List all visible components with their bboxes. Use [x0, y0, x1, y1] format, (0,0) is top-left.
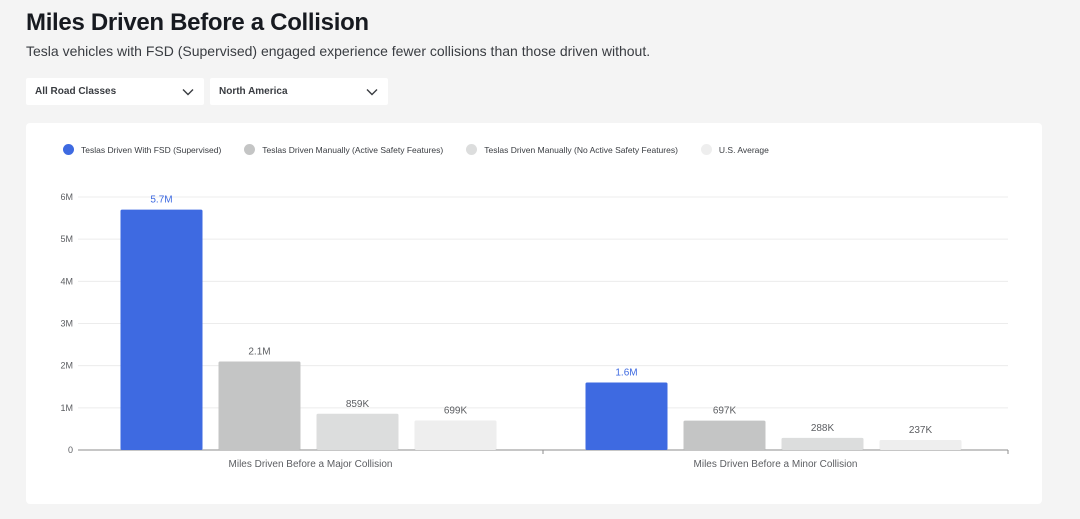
legend-label-us-average: U.S. Average [718, 144, 769, 155]
y-tick-label: 2M [60, 361, 73, 371]
legend-swatch-active-safety [244, 144, 256, 155]
legend-item-fsd[interactable]: Teslas Driven With FSD (Supervised) [63, 144, 221, 155]
page-subtitle: Tesla vehicles with FSD (Supervised) eng… [26, 43, 651, 59]
bar [120, 209, 203, 450]
filter-bar: All Road Classes North America [26, 78, 388, 105]
legend-label-no-active-safety: Teslas Driven Manually (No Active Safety… [484, 144, 678, 155]
chart-card: Teslas Driven With FSD (Supervised) Tesl… [26, 123, 1042, 504]
legend-item-us-average[interactable]: U.S. Average [700, 144, 769, 155]
bar [879, 440, 962, 450]
legend-item-no-active-safety[interactable]: Teslas Driven Manually (No Active Safety… [466, 144, 678, 155]
data-label: 5.7M [150, 195, 172, 206]
chevron-down-icon [365, 85, 379, 99]
data-label: 859K [346, 399, 370, 410]
data-label: 2.1M [248, 346, 270, 357]
data-label: 1.6M [615, 368, 637, 379]
bar [781, 437, 864, 450]
data-label: 237K [909, 425, 933, 436]
x-category-label: Miles Driven Before a Minor Collision [694, 459, 858, 470]
y-tick-label: 0 [68, 445, 73, 455]
y-tick-label: 1M [60, 403, 73, 413]
legend-swatch-no-active-safety [466, 144, 478, 155]
legend-label-active-safety: Teslas Driven Manually (Active Safety Fe… [262, 144, 444, 155]
bar [218, 361, 301, 450]
legend-label-fsd: Teslas Driven With FSD (Supervised) [81, 144, 222, 155]
chart-legend: Teslas Driven With FSD (Supervised) Tesl… [63, 144, 792, 155]
bar [316, 413, 399, 450]
road-class-value: All Road Classes [35, 86, 117, 97]
page-title: Miles Driven Before a Collision [26, 9, 369, 36]
bar [414, 420, 497, 450]
y-tick-label: 4M [60, 276, 73, 286]
road-class-dropdown[interactable]: All Road Classes [26, 78, 204, 105]
chevron-down-icon [181, 85, 195, 99]
bar [683, 420, 766, 450]
region-dropdown[interactable]: North America [210, 78, 388, 105]
y-tick-label: 5M [60, 234, 73, 244]
x-category-label: Miles Driven Before a Major Collision [229, 459, 393, 470]
bar [585, 382, 668, 450]
bar-chart: 0 1M 2M 3M 4M 5M 6M 5.7M 2.1M 859K 699K Miles Drive… [60, 192, 1009, 470]
region-value: North America [219, 86, 288, 97]
y-tick-label: 6M [60, 192, 73, 202]
data-label: 697K [713, 406, 737, 417]
legend-item-active-safety[interactable]: Teslas Driven Manually (Active Safety Fe… [244, 144, 443, 155]
data-label: 699K [444, 406, 468, 417]
legend-swatch-us-average [700, 144, 712, 155]
data-label: 288K [811, 423, 835, 434]
legend-swatch-fsd [63, 144, 74, 155]
y-tick-label: 3M [60, 319, 73, 329]
